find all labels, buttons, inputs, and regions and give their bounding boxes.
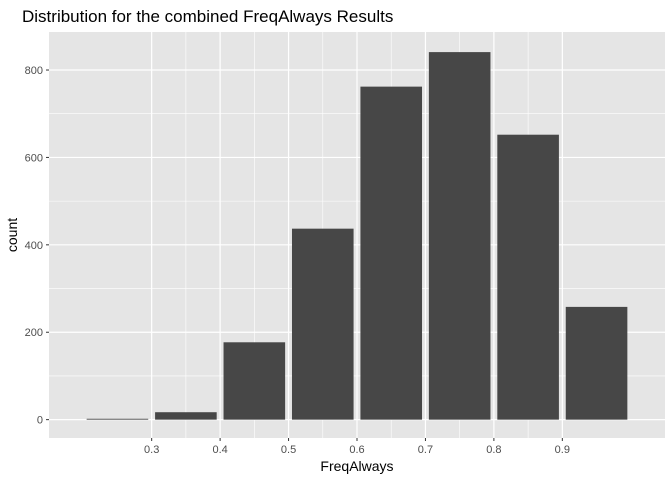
y-tick-label: 400 (25, 240, 43, 252)
x-tick-label: 0.3 (144, 444, 159, 456)
x-axis: 0.3 0.4 0.5 0.6 0.7 0.8 0.9 (144, 438, 570, 456)
histogram-bar (155, 412, 217, 420)
y-axis-title: count (4, 218, 20, 252)
histogram-bar (565, 306, 628, 420)
x-axis-title: FreqAlways (320, 458, 393, 474)
x-tick-label: 0.4 (212, 444, 227, 456)
x-tick-label: 0.8 (486, 444, 501, 456)
histogram-bar (428, 52, 491, 420)
y-tick-label: 0 (37, 415, 43, 427)
histogram-bar (497, 134, 559, 420)
y-tick-label: 200 (25, 327, 43, 339)
chart-title: Distribution for the combined FreqAlways… (22, 7, 393, 26)
y-axis: 0 200 400 600 800 (25, 65, 49, 427)
x-tick-label: 0.9 (555, 444, 570, 456)
x-tick-label: 0.5 (281, 444, 296, 456)
y-tick-label: 800 (25, 65, 43, 77)
bars (86, 52, 628, 420)
major-grid (49, 32, 665, 438)
histogram-bar (360, 86, 423, 420)
histogram-bar (86, 418, 149, 420)
x-tick-label: 0.7 (418, 444, 433, 456)
histogram-bar (223, 342, 286, 420)
x-tick-label: 0.6 (349, 444, 364, 456)
histogram-bar (291, 228, 354, 420)
y-tick-label: 600 (25, 152, 43, 164)
